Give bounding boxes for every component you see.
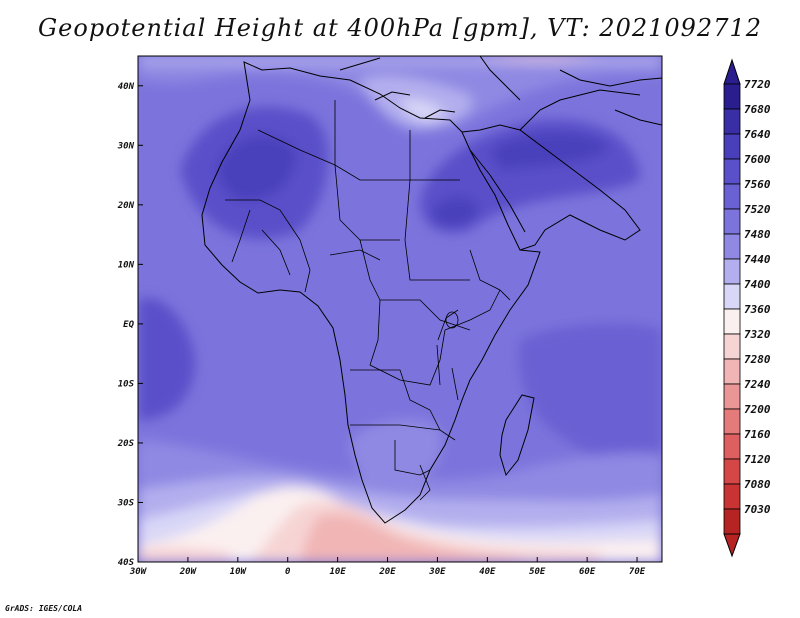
lat-tick-label: 40S <box>118 558 135 568</box>
colorbar-label: 7720 <box>744 78 771 91</box>
colorbar-segment <box>723 333 741 360</box>
colorbar-segment <box>723 158 741 185</box>
lat-tick-label: 10N <box>118 260 135 270</box>
lon-tick-label: 0 <box>285 567 291 577</box>
colorbar-segment <box>723 208 741 235</box>
colorbar-label: 7320 <box>744 328 771 341</box>
lon-tick-label: 40E <box>479 567 496 577</box>
colorbar-label: 7360 <box>744 303 771 316</box>
lat-tick-label: 10S <box>118 379 135 389</box>
lat-tick-label: 40N <box>118 82 135 92</box>
colorbar-label: 7600 <box>744 153 771 166</box>
lat-tick-label: 30N <box>117 141 135 151</box>
lon-tick-label: 20W <box>179 567 198 577</box>
credit-text: GrADS: IGES/COLA <box>5 604 83 613</box>
colorbar-label: 7400 <box>744 278 771 291</box>
colorbar-segment <box>723 133 741 160</box>
colorbar-segment <box>723 458 741 485</box>
colorbar-label: 7640 <box>744 128 771 141</box>
height-field <box>138 56 662 562</box>
lon-tick-label: 30W <box>129 567 148 577</box>
colorbar-segment <box>723 283 741 310</box>
colorbar-label: 7120 <box>744 453 771 466</box>
lon-tick-label: 10E <box>329 567 346 577</box>
lon-tick-label: 70E <box>629 567 646 577</box>
colorbar-label: 7560 <box>744 178 771 191</box>
lat-tick-label: 20S <box>117 439 135 449</box>
colorbar: 7720 7680 7640 7600 7560 7520 7480 7440 7400 7360… <box>723 58 771 558</box>
lon-tick-label: 60E <box>579 567 596 577</box>
colorbar-label: 7480 <box>744 228 771 241</box>
colorbar-label: 7030 <box>744 503 771 516</box>
colorbar-label: 7200 <box>744 403 771 416</box>
colorbar-label: 7680 <box>744 103 771 116</box>
lon-tick-label: 20E <box>378 567 396 577</box>
plot-frame <box>137 55 663 563</box>
colorbar-segment <box>723 233 741 260</box>
colorbar-segment <box>723 308 741 335</box>
colorbar-label: 7080 <box>744 478 771 491</box>
colorbar-label: 7520 <box>744 203 771 216</box>
lat-tick-label: 30S <box>117 498 135 508</box>
lat-tick-label: EQ <box>123 320 134 330</box>
colorbar-segment <box>723 83 741 110</box>
lon-tick-label: 30E <box>428 567 446 577</box>
colorbar-label: 7160 <box>744 428 771 441</box>
colorbar-label: 7280 <box>744 353 771 366</box>
colorbar-label: 7440 <box>744 253 771 266</box>
colorbar-segment <box>723 258 741 285</box>
colorbar-segment <box>723 408 741 435</box>
colorbar-segment <box>723 433 741 460</box>
colorbar-top-arrow <box>723 58 741 85</box>
colorbar-segment <box>723 483 741 510</box>
colorbar-segment <box>723 183 741 210</box>
colorbar-segment <box>723 108 741 135</box>
colorbar-label: 7240 <box>744 378 771 391</box>
colorbar-bottom-arrow <box>723 533 741 558</box>
axis-ticks: 30W 20W 10W 0 10E 20E 30E 40E 50E 60E 70E 40S 30S 20S… <box>117 82 646 577</box>
lat-tick-label: 20N <box>117 201 135 211</box>
lon-tick-label: 10W <box>230 567 248 577</box>
colorbar-segment <box>723 508 741 535</box>
borders <box>225 100 511 501</box>
colorbar-segment <box>723 383 741 410</box>
map-title: Geopotential Height at 400hPa [gpm], VT:… <box>38 14 762 42</box>
lon-tick-label: 50E <box>529 567 546 577</box>
coastlines <box>201 56 662 524</box>
colorbar-segment <box>723 358 741 385</box>
